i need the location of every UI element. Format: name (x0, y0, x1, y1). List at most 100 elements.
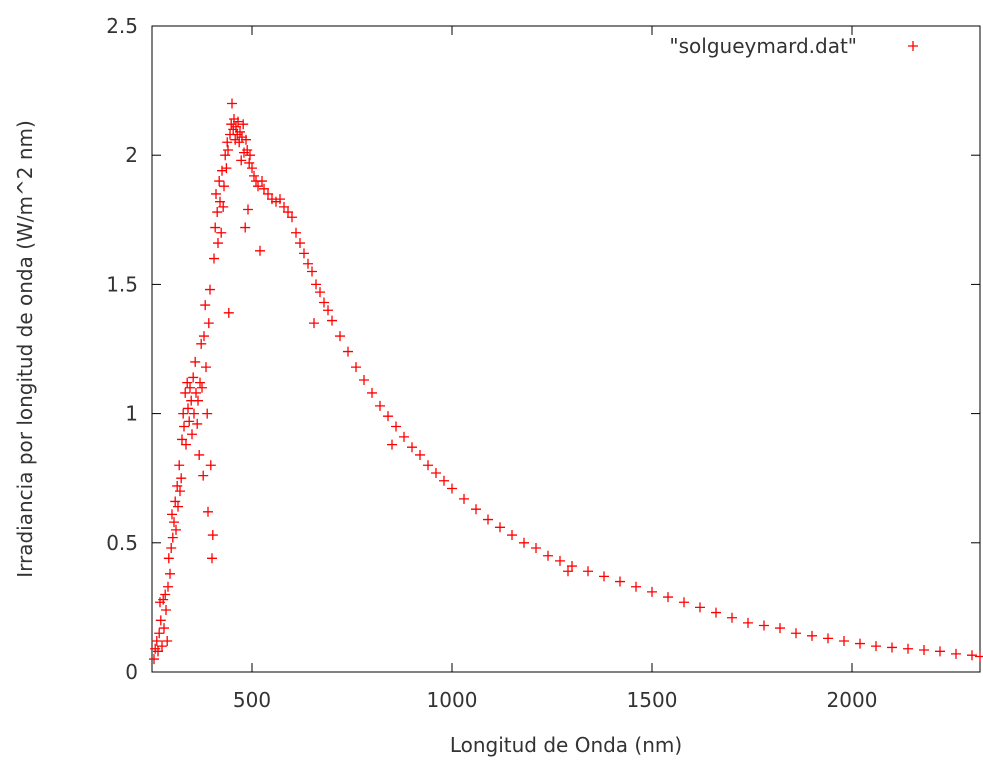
data-point (727, 612, 737, 623)
data-point (903, 643, 913, 654)
data-point (415, 449, 425, 460)
x-tick-label: 500 (233, 688, 271, 712)
data-point (161, 604, 171, 615)
data-points (149, 98, 983, 665)
data-point (237, 132, 247, 143)
data-point (839, 635, 849, 646)
data-point (179, 421, 189, 432)
data-point (189, 408, 199, 419)
data-point (935, 646, 945, 657)
data-point (223, 145, 233, 156)
data-point (209, 253, 219, 264)
data-point (229, 114, 239, 125)
data-point (170, 496, 181, 507)
data-point (543, 550, 553, 561)
data-point (647, 586, 657, 597)
x-tick-label: 2000 (827, 688, 878, 712)
data-point (185, 382, 195, 393)
data-point (188, 372, 199, 383)
data-point (257, 176, 267, 187)
data-point (407, 442, 417, 453)
data-point (563, 566, 573, 577)
data-point (173, 501, 183, 512)
data-point (203, 506, 213, 517)
data-point (194, 449, 205, 460)
data-point (631, 581, 641, 592)
data-point (247, 163, 257, 174)
data-point (303, 258, 313, 269)
legend-label: "solgueymard.dat" (669, 34, 857, 58)
data-point (309, 318, 319, 329)
data-point (226, 119, 237, 130)
data-point (181, 439, 191, 450)
data-point (887, 642, 897, 653)
legend: "solgueymard.dat" (669, 34, 918, 58)
data-point (216, 227, 227, 238)
data-point (153, 646, 163, 657)
data-point (663, 592, 673, 603)
data-point (195, 377, 205, 388)
data-point (234, 137, 245, 148)
data-point (175, 486, 185, 497)
data-point (178, 408, 189, 419)
data-point (174, 460, 185, 471)
data-point (599, 571, 609, 582)
data-point (531, 542, 541, 553)
data-point (166, 542, 177, 553)
data-point (519, 537, 529, 548)
data-point (187, 429, 197, 440)
data-point (190, 356, 201, 367)
data-point (158, 594, 169, 605)
data-point (182, 377, 193, 388)
data-point (319, 297, 329, 308)
data-point (299, 248, 309, 259)
data-point (823, 633, 833, 644)
data-point (221, 163, 232, 174)
data-point (211, 188, 221, 199)
data-point (967, 650, 977, 661)
x-tick-label: 1000 (427, 688, 478, 712)
data-point (279, 201, 289, 212)
data-point (157, 641, 167, 652)
data-point (711, 607, 721, 618)
data-point (263, 188, 273, 199)
data-point (483, 514, 493, 525)
data-point (679, 597, 689, 608)
data-point (201, 362, 211, 373)
data-point (223, 307, 234, 318)
y-tick-label: 2.5 (106, 14, 138, 38)
data-point (217, 165, 227, 176)
data-point (202, 408, 213, 419)
data-point (193, 395, 203, 406)
data-point (192, 418, 203, 429)
data-point (163, 581, 173, 592)
data-point (205, 460, 216, 471)
data-point (283, 207, 293, 218)
data-point (459, 493, 469, 504)
plot-area-frame (151, 25, 981, 673)
data-point (222, 137, 233, 148)
x-axis-title: Longitud de Onda (nm) (450, 733, 682, 757)
data-point (567, 561, 577, 572)
data-point (695, 602, 705, 613)
data-point (197, 382, 207, 393)
data-point (359, 375, 369, 386)
data-point (275, 194, 285, 205)
data-point (184, 416, 195, 427)
data-point (207, 530, 218, 541)
data-point (241, 134, 251, 145)
data-point (183, 403, 193, 414)
y-tick-label: 0 (125, 660, 138, 684)
data-point (423, 460, 433, 471)
data-point (203, 318, 214, 329)
data-point (255, 245, 265, 256)
data-point (172, 480, 183, 491)
data-point (162, 635, 173, 646)
data-point (387, 439, 397, 450)
data-point (210, 222, 221, 233)
data-point (205, 284, 215, 295)
data-point (399, 431, 409, 442)
data-point (951, 648, 961, 659)
data-point (238, 119, 249, 130)
